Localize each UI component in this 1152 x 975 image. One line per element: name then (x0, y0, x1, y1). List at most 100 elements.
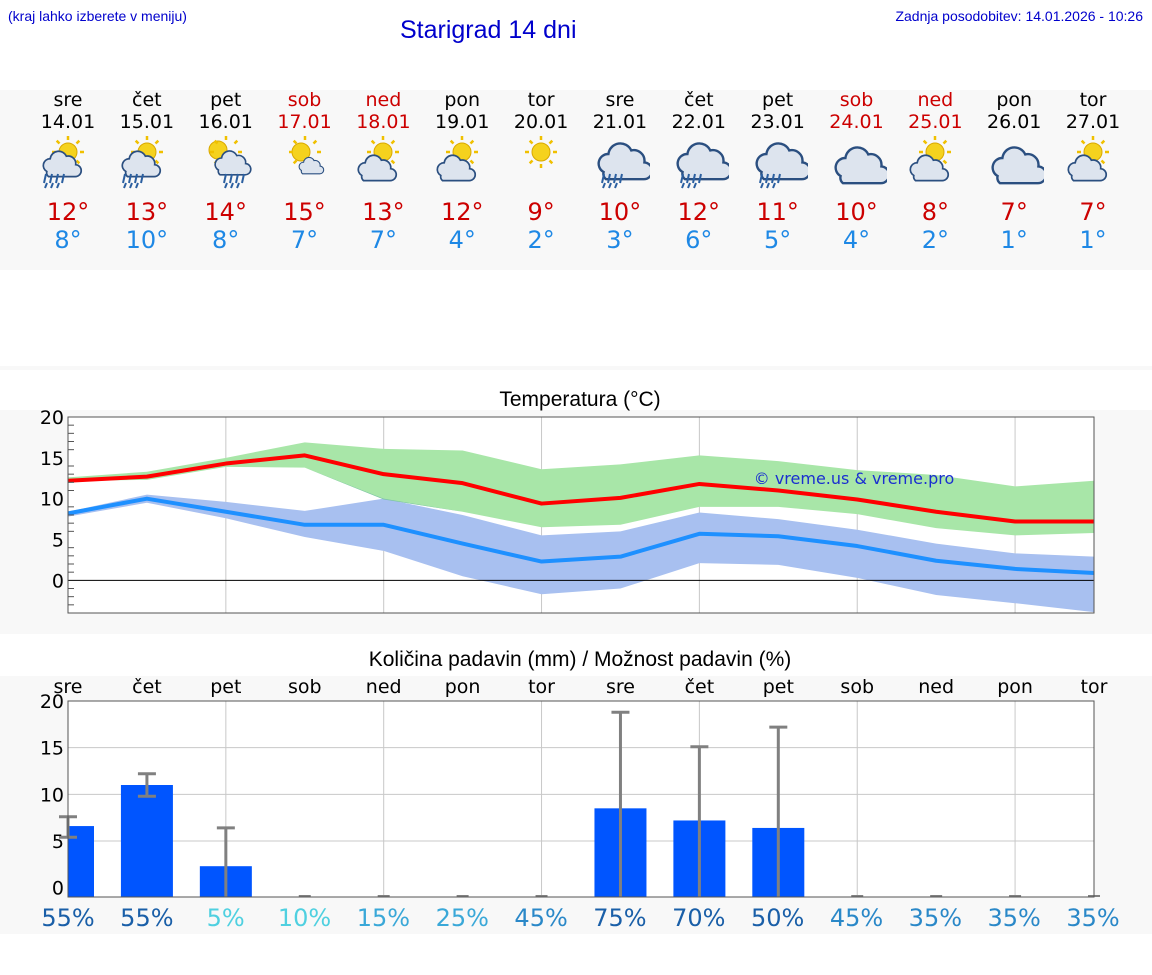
max-temperature: 13° (125, 198, 169, 226)
category-label: sob (288, 676, 322, 698)
plot-background (68, 701, 1094, 897)
max-temperature: 13° (362, 198, 405, 226)
last-update: Zadnja posodobitev: 14.01.2026 - 10:26 (895, 8, 1143, 24)
y-tick-label: 15 (40, 738, 64, 760)
precipitation-chart: sre čet pet sob ned pon tor sre čet pet sob ned pon t… (40, 676, 1108, 900)
min-temperature: 6° (685, 226, 713, 254)
separator-band (0, 366, 1152, 370)
day-date: 21.01 (592, 111, 648, 133)
day-date: 14.01 (40, 111, 96, 133)
sun-cloud-icon (432, 136, 492, 188)
watermark: © vreme.us & vreme.pro (754, 469, 955, 488)
min-temperature: 4° (448, 226, 476, 254)
day-name: ned (917, 89, 954, 111)
precip-chance: 45% (829, 904, 884, 932)
forecast-band (0, 90, 1152, 270)
min-temperature: 10° (125, 226, 169, 254)
day-name: sob (287, 89, 322, 111)
min-temperature: 8° (54, 226, 82, 254)
precip-bar (120, 785, 173, 897)
min-temperature: 8° (212, 226, 240, 254)
min-temperature: 7° (290, 226, 319, 254)
min-temperature: 3° (606, 226, 634, 254)
min-temperature: 1° (1000, 226, 1028, 254)
day-name: pet (762, 89, 794, 111)
max-temperature-line (67, 453, 1094, 524)
y-tick-label: 10 (40, 784, 64, 806)
category-label: tor (1081, 676, 1108, 698)
precip-chance: 50% (750, 904, 805, 932)
day-date: 25.01 (908, 111, 963, 133)
precip-chance: 15% (356, 904, 411, 932)
min-temperature: 4° (842, 226, 871, 254)
max-temperature: 11° (756, 198, 799, 226)
precip-chance: 5% (206, 904, 245, 932)
cloud-rain-icon (748, 136, 812, 189)
category-label: čet (685, 676, 715, 698)
precip-chance: 55% (120, 904, 174, 932)
min-temperature: 1° (1079, 226, 1107, 254)
cloud-rain-icon (669, 136, 733, 189)
precip-chance: 75% (593, 904, 647, 932)
category-label: ned (366, 676, 402, 698)
precip-chance: 35% (908, 904, 963, 932)
max-temperature: 7° (1079, 198, 1107, 226)
day-date: 24.01 (829, 111, 884, 133)
min-temperature: 7° (369, 226, 398, 254)
cloud-icon (984, 136, 1048, 188)
category-label: sob (840, 676, 874, 698)
max-temperature: 9° (527, 198, 555, 226)
cloud-rain-icon (590, 136, 654, 189)
category-label: tor (528, 676, 555, 698)
max-temperature: 15° (283, 198, 326, 226)
y-tick-label: 0 (52, 878, 64, 900)
day-date: 18.01 (356, 111, 411, 133)
max-temperature: 12° (46, 198, 90, 226)
day-date: 27.01 (1065, 111, 1121, 133)
temperature-chart-title: Temperatura (°C) (499, 388, 661, 411)
category-label: pet (210, 676, 241, 698)
precipitation-chart-title: Količina padavin (mm) / Možnost padavin … (368, 648, 792, 671)
sun-cloud-icon (353, 136, 413, 188)
sun-small-cloud-icon (275, 136, 335, 188)
precip-chance: 70% (672, 904, 726, 932)
y-tick-label: 5 (52, 831, 64, 853)
category-label: čet (132, 676, 162, 698)
day-name: pon (444, 89, 481, 111)
day-name: pet (210, 89, 242, 111)
cloud-icon (827, 136, 890, 188)
day-date: 26.01 (986, 111, 1042, 133)
day-name: ned (365, 89, 402, 111)
sun-cloud-icon (1063, 136, 1123, 188)
sun-cloud-light-rain-icon (196, 136, 256, 189)
day-date: 22.01 (671, 111, 726, 133)
day-date: 15.01 (119, 111, 175, 133)
max-temperature: 10° (598, 198, 642, 226)
precip-chance: 35% (1066, 904, 1120, 932)
max-temperature: 12° (677, 198, 721, 226)
category-label: pon (445, 676, 481, 698)
category-label: pet (763, 676, 794, 698)
page-title: Starigrad 14 dni (400, 16, 577, 44)
max-temperature: 12° (440, 198, 484, 226)
day-name: tor (1079, 89, 1107, 111)
precip-chance: 45% (514, 904, 568, 932)
day-date: 23.01 (750, 111, 805, 133)
day-date: 20.01 (513, 111, 569, 133)
precip-chance: 55% (41, 904, 95, 932)
plot-frame (67, 700, 1095, 898)
day-name: čet (684, 89, 714, 111)
day-name: pon (996, 89, 1033, 111)
y-tick-label: 20 (40, 407, 64, 429)
max-range-band (68, 442, 1094, 536)
sun-cloud-icon (905, 136, 965, 188)
min-temperature-line (67, 496, 1095, 575)
sun-icon (511, 136, 571, 188)
day-date: 16.01 (198, 111, 253, 133)
category-label: pon (997, 676, 1033, 698)
day-name: sre (605, 89, 635, 111)
category-label: sre (606, 676, 635, 698)
day-name: sob (839, 89, 874, 111)
day-name: sre (53, 89, 83, 111)
y-tick-label: 5 (52, 530, 64, 552)
